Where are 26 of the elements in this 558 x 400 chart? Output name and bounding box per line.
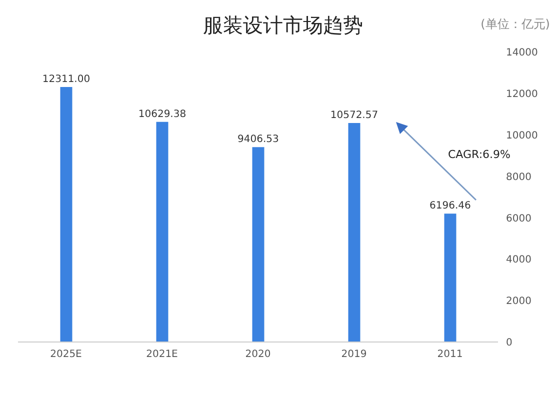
data-label: 9406.53 — [238, 134, 279, 146]
x-tick-label: 2011 — [437, 349, 463, 360]
y-tick-label: 14000 — [506, 48, 538, 59]
chart-subtitle: (单位：亿元) — [480, 16, 550, 33]
chart-title: 服装设计市场趋势 — [203, 13, 363, 37]
data-label: 12311.00 — [42, 74, 90, 85]
y-tick-label: 8000 — [506, 172, 532, 183]
y-tick-label: 12000 — [506, 88, 538, 100]
y-tick-label: 4000 — [506, 254, 532, 266]
y-tick-label: 10000 — [506, 130, 538, 142]
bar — [252, 147, 264, 342]
y-tick-label: 0 — [506, 338, 512, 349]
bar — [156, 122, 168, 342]
annotation: CAGR:6.9% — [448, 148, 510, 161]
x-tick-label: 2025E — [50, 349, 82, 360]
y-tick-label: 2000 — [506, 296, 532, 308]
data-label: 10572.57 — [330, 110, 378, 121]
x-tick-label: 2020 — [245, 349, 271, 360]
data-label: 6196.46 — [430, 200, 471, 212]
data-label: 10629.38 — [138, 108, 186, 120]
bar — [60, 86, 72, 342]
bar — [348, 122, 360, 342]
y-tick-label: 6000 — [506, 213, 532, 224]
x-tick-label: 2021E — [146, 349, 178, 360]
x-tick-label: 2019 — [341, 349, 367, 360]
bar — [444, 214, 456, 342]
